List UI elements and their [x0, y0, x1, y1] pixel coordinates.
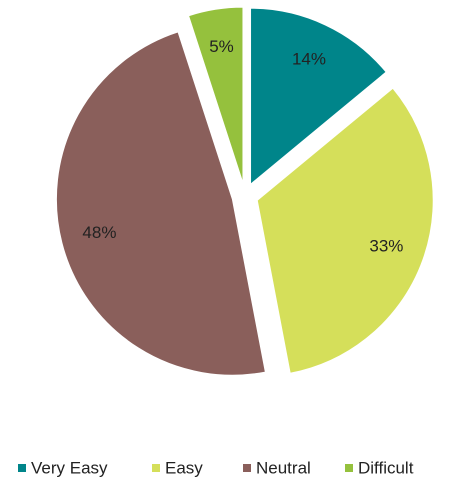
legend-label: Neutral	[256, 458, 311, 477]
pie-slice	[187, 6, 244, 184]
legend-swatch	[152, 464, 160, 472]
pie-slice	[256, 87, 434, 374]
data-label: 5%	[209, 37, 234, 56]
data-label: 14%	[292, 50, 326, 69]
pie-slice	[250, 7, 387, 186]
pie-slice	[55, 31, 266, 376]
data-label: 33%	[369, 236, 403, 255]
legend-label: Very Easy	[31, 458, 108, 477]
legend-label: Difficult	[358, 458, 414, 477]
legend-label: Easy	[165, 458, 203, 477]
data-label: 48%	[82, 223, 116, 242]
legend-swatch	[18, 464, 26, 472]
legend-swatch	[243, 464, 251, 472]
legend-swatch	[345, 464, 353, 472]
